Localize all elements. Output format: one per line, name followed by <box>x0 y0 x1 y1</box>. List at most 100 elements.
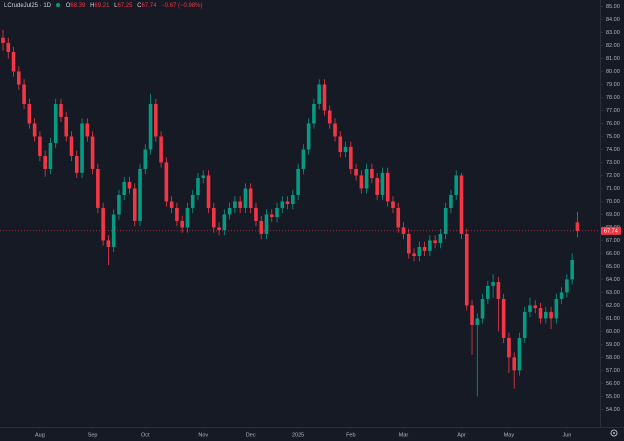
candle-body <box>27 103 32 124</box>
y-tick-label: 79.00 <box>606 82 620 88</box>
candle-body <box>454 175 459 195</box>
candle-body <box>132 188 137 221</box>
y-tick-label: 61.00 <box>606 316 620 322</box>
candle-body <box>401 227 406 234</box>
candle-body <box>185 207 190 228</box>
ohlc-key: L <box>114 3 118 9</box>
candle-body <box>80 123 84 173</box>
candle-body <box>285 201 290 205</box>
candle-body <box>254 207 258 221</box>
candle-body <box>570 259 574 280</box>
candle-body <box>433 240 437 244</box>
ohlc-key: H <box>90 3 95 9</box>
candle-body <box>301 149 306 169</box>
candle-body <box>201 175 206 179</box>
y-tick-label: 81.00 <box>606 56 620 62</box>
y-tick-label: 85.00 <box>606 4 620 10</box>
candle-body <box>212 207 216 228</box>
y-tick-label: 71.00 <box>606 186 620 192</box>
symbol[interactable]: LCrudeJul25 · 1D <box>4 3 52 9</box>
y-tick-label: 64.00 <box>606 277 620 283</box>
candle-body <box>111 214 116 247</box>
candle-body <box>391 201 395 208</box>
candle-body <box>269 214 274 218</box>
candle-body <box>459 175 464 234</box>
change: −0.67 (−0.98%) <box>161 3 203 9</box>
candle-body <box>138 168 142 221</box>
candle-body <box>217 227 221 231</box>
candle-body <box>396 207 401 228</box>
status-dot <box>56 3 61 7</box>
candle-body <box>101 207 105 241</box>
candle-body <box>554 298 559 319</box>
y-tick-label: 57.00 <box>606 368 620 374</box>
candle-body <box>117 194 121 215</box>
candle-body <box>74 155 79 173</box>
y-tick-label: 66.00 <box>606 251 620 257</box>
settings-icon-dot[interactable] <box>613 432 615 434</box>
x-tick-label: Jun <box>562 432 571 438</box>
y-tick-label: 76.00 <box>606 121 620 127</box>
candle-body <box>338 136 343 153</box>
candle-body <box>106 240 111 247</box>
candle-body <box>175 207 179 221</box>
candle-body <box>196 178 200 195</box>
candles <box>1 29 580 397</box>
y-tick-label: 63.00 <box>606 290 620 296</box>
y-tick-label: 74.00 <box>606 147 620 153</box>
settings-icon-ring[interactable] <box>610 429 618 437</box>
candle-body <box>449 194 453 208</box>
ohlc-key: C <box>137 3 142 9</box>
y-tick-label: 78.00 <box>606 95 620 101</box>
y-tick-label: 84.00 <box>606 17 620 23</box>
candle-body <box>275 207 279 218</box>
candle-body <box>159 136 163 163</box>
candle-body <box>422 246 427 251</box>
y-tick-label: 69.00 <box>606 212 620 218</box>
candle-body <box>96 168 100 208</box>
candle-body <box>538 308 543 319</box>
x-tick-label: Dec <box>246 432 256 438</box>
candle-body <box>38 136 42 156</box>
candle-body <box>122 181 127 195</box>
candle-body <box>6 42 11 52</box>
candle-body <box>380 172 385 195</box>
candle-body <box>85 123 90 137</box>
candle-body <box>180 220 184 228</box>
candle-body <box>233 201 237 208</box>
y-tick-label: 67.00 <box>606 238 620 244</box>
candle-body <box>549 311 553 319</box>
candle-body <box>480 298 485 319</box>
last-price-label: 67.74 <box>604 228 618 234</box>
candle-body <box>312 103 316 124</box>
candle-body <box>517 337 522 371</box>
y-tick-label: 65.00 <box>606 264 620 270</box>
candle-body <box>501 298 506 338</box>
candle-body <box>90 136 95 169</box>
candle-body <box>238 201 242 208</box>
x-tick-label: Oct <box>141 432 150 438</box>
settings-icon[interactable] <box>610 429 618 437</box>
y-tick-label: 60.00 <box>606 329 620 335</box>
candle-body <box>22 84 26 104</box>
y-tick-label: 70.00 <box>606 199 620 205</box>
candle-body <box>385 172 390 202</box>
candle-body <box>417 246 422 257</box>
candle-body <box>243 188 248 208</box>
candle-body <box>43 155 47 169</box>
candle-body <box>1 37 5 43</box>
candle-body <box>406 233 411 254</box>
ohlc-key: O <box>65 3 71 9</box>
candle-body <box>528 305 532 312</box>
candle-body <box>59 103 63 117</box>
candle-body <box>359 175 364 189</box>
candle-body <box>428 240 432 251</box>
candle-body <box>169 201 174 208</box>
candle-body <box>522 311 527 338</box>
candle-body <box>227 207 232 215</box>
y-tick-label: 75.00 <box>606 134 620 140</box>
candle-body <box>127 181 132 189</box>
